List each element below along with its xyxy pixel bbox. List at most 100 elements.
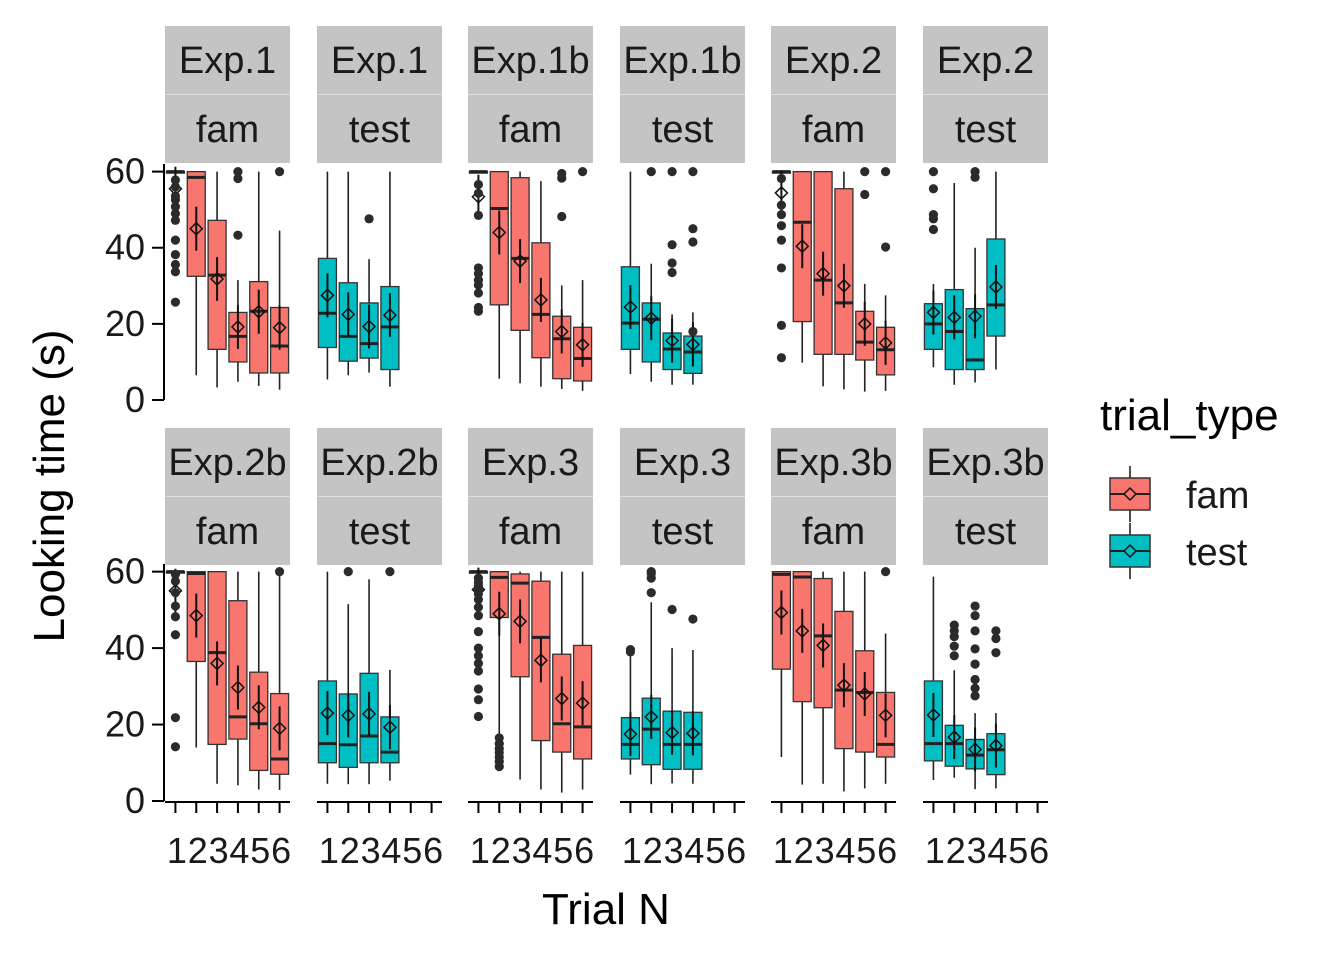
outlier-point xyxy=(170,191,181,201)
outlier-point xyxy=(473,263,484,273)
mean-diamond xyxy=(341,708,356,723)
strip-label-experiment: Exp.2b xyxy=(168,442,286,484)
box-trial-2 xyxy=(489,170,509,379)
box-trial-4 xyxy=(834,171,854,390)
strip-label-experiment: Exp.2 xyxy=(937,40,1034,82)
box-trial-6 xyxy=(875,567,896,784)
outlier-point xyxy=(170,612,181,622)
box-trial-5 xyxy=(855,571,875,789)
y-tick-label: 60 xyxy=(105,551,145,592)
x-tick-label: 6 xyxy=(271,830,290,871)
strip-bg xyxy=(923,26,1048,94)
outlier-point xyxy=(473,695,484,705)
mean-diamond xyxy=(513,614,528,629)
strip-label-experiment: Exp.1b xyxy=(623,40,741,82)
outlier-point xyxy=(667,167,677,177)
box-trial-2 xyxy=(641,167,661,382)
outlier-point xyxy=(170,588,181,598)
box-trial-4 xyxy=(228,167,248,382)
box-trial-2 xyxy=(489,570,509,772)
panel-exp3b-test: Exp.3b test 1 2 3 4 5 6 xyxy=(923,428,1051,871)
strip-bg xyxy=(468,428,593,496)
outlier-point xyxy=(970,659,980,669)
mean-diamond xyxy=(685,337,700,352)
strip-label-trial-type: fam xyxy=(499,511,562,553)
outlier-point xyxy=(667,267,677,278)
mean-diamond xyxy=(320,288,335,303)
x-tick-label: 2 xyxy=(946,830,965,871)
box-trial-4 xyxy=(380,567,400,781)
box-trial-6 xyxy=(572,167,593,391)
panel-exp1b-test: Exp.1b test xyxy=(620,26,745,385)
mean-diamond xyxy=(795,623,810,638)
mean-diamond xyxy=(947,310,962,325)
mean-diamond xyxy=(816,638,831,653)
legend-key-diamond xyxy=(1122,486,1138,502)
outlier-point xyxy=(473,602,484,612)
outlier-point xyxy=(473,288,484,298)
outlier-point xyxy=(860,167,870,177)
mean-diamond xyxy=(230,680,245,695)
strip-label-trial-type: fam xyxy=(499,109,562,151)
outlier-point xyxy=(880,242,891,252)
x-tick-label: 2 xyxy=(643,830,662,871)
outlier-point xyxy=(688,237,698,247)
outlier-point xyxy=(776,210,787,220)
mean-diamond xyxy=(857,686,872,702)
x-tick-label: 6 xyxy=(726,830,745,871)
box-trial-2 xyxy=(792,170,812,363)
outlier-point xyxy=(667,240,677,250)
outlier-point xyxy=(473,573,484,583)
x-tick-label: 6 xyxy=(574,830,593,871)
panel-exp3-fam: Exp.3 fam 1 2 3 4 5 6 xyxy=(468,428,596,871)
outlier-point xyxy=(776,221,787,231)
mean-diamond xyxy=(857,316,872,331)
outlier-point xyxy=(364,214,374,224)
panels-layer: Exp.1fam0204060Exp.1testExp.1bfamExp.1bt… xyxy=(105,26,1051,871)
x-tick-label: 4 xyxy=(684,830,703,871)
strip-bg xyxy=(165,95,290,163)
x-tick-label: 5 xyxy=(553,830,572,871)
mean-diamond xyxy=(189,221,204,236)
strip-label-trial-type: fam xyxy=(802,109,865,151)
mean-diamond xyxy=(774,185,789,200)
outlier-point xyxy=(170,742,181,752)
x-tick-label: 1 xyxy=(773,830,792,871)
outlier-point xyxy=(170,175,181,185)
strip-bg xyxy=(165,497,290,565)
outlier-point xyxy=(473,643,484,653)
mean-diamond xyxy=(362,706,377,721)
mean-diamond xyxy=(575,696,590,711)
strip-label-trial-type: test xyxy=(955,511,1017,553)
strip-bg xyxy=(771,428,896,496)
mean-diamond xyxy=(272,721,287,736)
outlier-point xyxy=(970,167,980,177)
box-trial-2 xyxy=(338,171,358,376)
outlier-point xyxy=(991,648,1001,658)
x-tick-label: 1 xyxy=(319,830,338,871)
x-tick-label: 2 xyxy=(491,830,510,871)
strip-label-experiment: Exp.3 xyxy=(634,442,731,484)
outlier-point xyxy=(170,249,181,260)
box-trial-2 xyxy=(338,567,358,785)
outlier-point xyxy=(688,167,698,177)
outlier-point xyxy=(688,326,698,337)
strip-label-trial-type: test xyxy=(349,109,411,151)
mean-diamond xyxy=(623,300,638,315)
box-trial-3 xyxy=(662,604,682,784)
panel-exp1-test: Exp.1 test xyxy=(317,26,442,387)
outlier-point xyxy=(473,684,484,694)
y-tick-label: 40 xyxy=(105,627,145,668)
box-trial-2 xyxy=(641,567,661,785)
outlier-point xyxy=(473,711,484,722)
strip-label-experiment: Exp.1b xyxy=(471,40,589,82)
outlier-point xyxy=(991,626,1001,636)
box-trial-2 xyxy=(186,170,206,376)
strip-label-experiment: Exp.2b xyxy=(320,442,438,484)
box-trial-5 xyxy=(552,571,572,793)
strip-bg xyxy=(620,26,745,94)
strip-bg xyxy=(165,428,290,496)
mean-diamond xyxy=(795,239,810,254)
panel-exp2-test: Exp.2 test xyxy=(923,26,1048,385)
